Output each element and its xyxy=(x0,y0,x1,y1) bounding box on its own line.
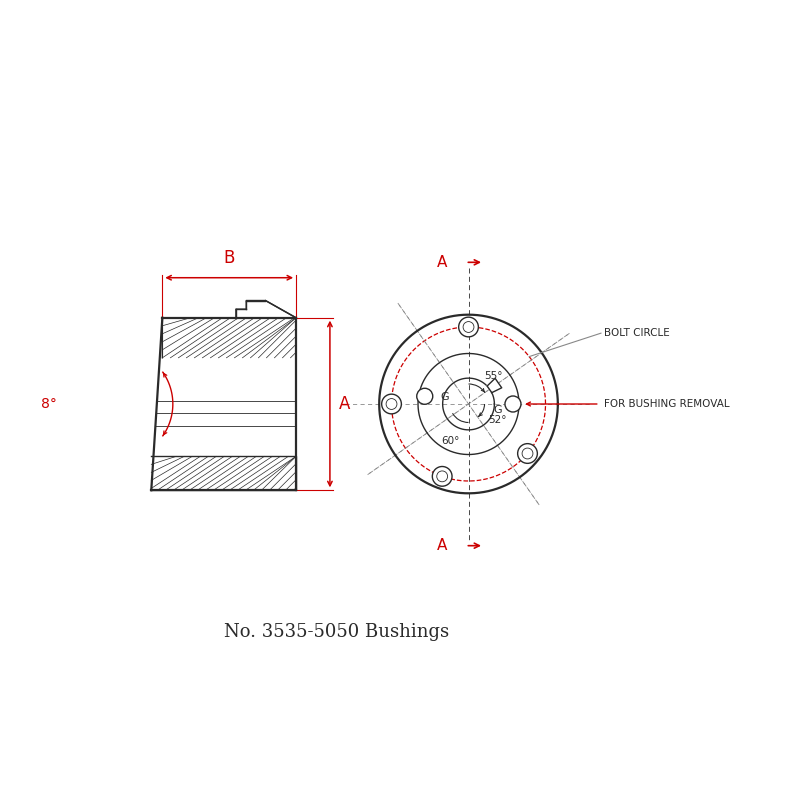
Text: A: A xyxy=(437,538,447,553)
Text: A: A xyxy=(437,255,447,270)
Circle shape xyxy=(458,317,478,337)
Text: No. 3535-5050 Bushings: No. 3535-5050 Bushings xyxy=(223,623,449,641)
Circle shape xyxy=(382,394,402,414)
Text: 55°: 55° xyxy=(485,370,503,381)
Text: 60°: 60° xyxy=(441,436,459,446)
Text: FOR BUSHING REMOVAL: FOR BUSHING REMOVAL xyxy=(604,399,730,409)
Text: 52°: 52° xyxy=(488,415,506,425)
Circle shape xyxy=(518,444,538,463)
Text: G: G xyxy=(494,405,502,415)
Text: 8°: 8° xyxy=(41,397,57,411)
Text: BOLT CIRCLE: BOLT CIRCLE xyxy=(604,328,670,338)
Polygon shape xyxy=(151,456,296,490)
Circle shape xyxy=(417,388,433,404)
Polygon shape xyxy=(162,301,296,358)
Polygon shape xyxy=(154,358,296,456)
Text: A: A xyxy=(339,395,350,413)
Circle shape xyxy=(505,396,521,412)
Circle shape xyxy=(432,466,452,486)
Text: B: B xyxy=(223,249,235,266)
Polygon shape xyxy=(487,378,502,393)
Text: G: G xyxy=(441,392,450,402)
